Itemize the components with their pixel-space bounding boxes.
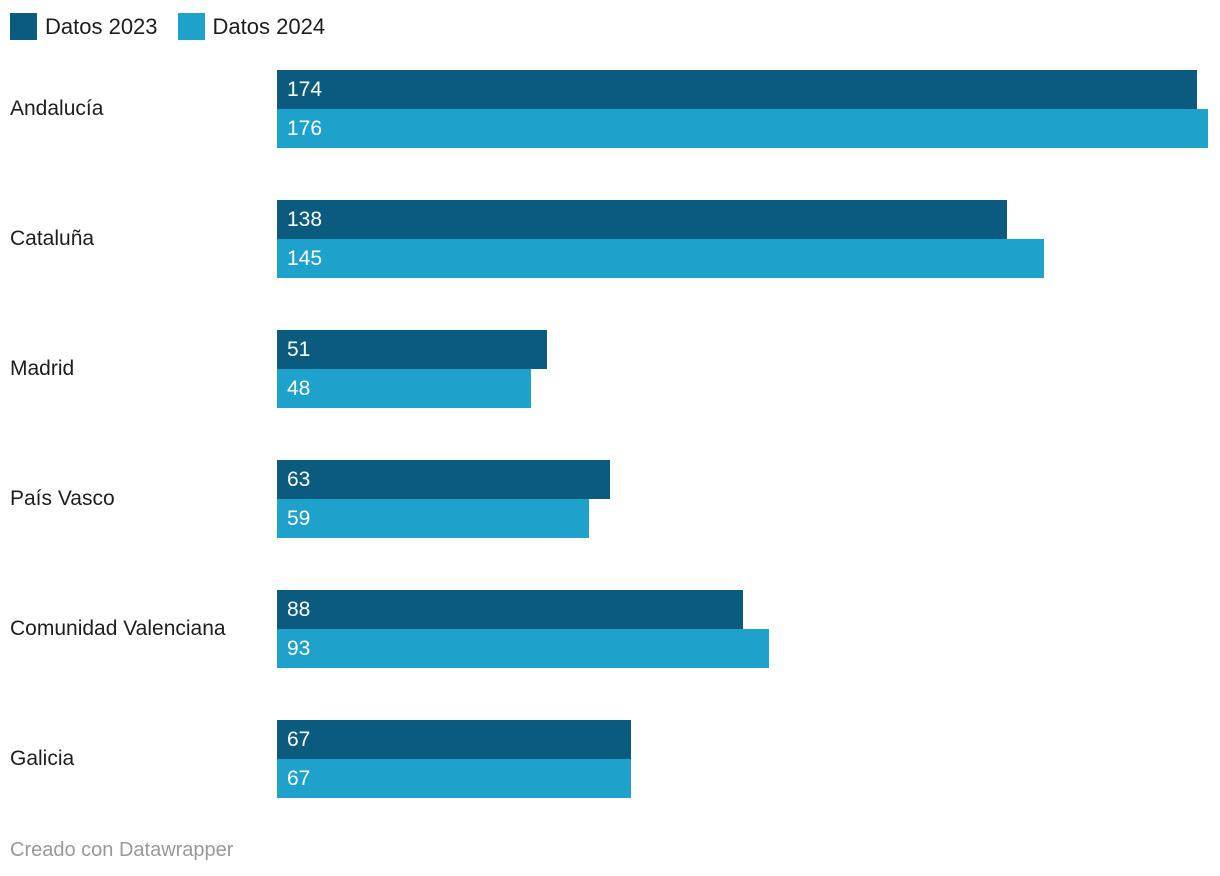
bar-pair: 67 67 (277, 720, 631, 798)
bar-group: Comunidad Valenciana 88 93 (0, 590, 1220, 668)
bar-value-label: 176 (287, 116, 323, 140)
bar-datos-2023: 67 (277, 720, 631, 759)
bar-value-label: 67 (287, 766, 311, 790)
bar-pair: 63 59 (277, 460, 610, 538)
category-label: Cataluña (10, 227, 95, 250)
bar-datos-2024: 176 (277, 109, 1208, 148)
legend-swatch-datos-2023 (10, 13, 37, 40)
legend-label-datos-2023: Datos 2023 (45, 14, 158, 39)
bar-datos-2023: 63 (277, 460, 610, 499)
category-label: Madrid (10, 357, 75, 380)
category-label: Galicia (10, 747, 75, 770)
bar-group: Galicia 67 67 (0, 720, 1220, 798)
bar-datos-2024: 59 (277, 499, 589, 538)
bar-value-label: 48 (287, 376, 311, 400)
legend-swatch-datos-2024 (177, 13, 205, 40)
bar-value-label: 138 (287, 207, 323, 231)
bar-datos-2024: 145 (277, 239, 1044, 278)
bar-value-label: 63 (287, 467, 311, 491)
bar-value-label: 145 (287, 246, 323, 270)
bar-datos-2023: 174 (277, 70, 1197, 109)
bar-value-label: 67 (287, 727, 311, 751)
legend-item-datos-2024: Datos 2024 (177, 13, 326, 40)
bar-group: Cataluña 138 145 (0, 200, 1220, 278)
bar-group: Madrid 51 48 (0, 330, 1220, 408)
legend-item-datos-2023: Datos 2023 (10, 13, 158, 40)
bar-value-label: 51 (287, 337, 311, 361)
bar-pair: 51 48 (277, 330, 547, 408)
bar-pair: 88 93 (277, 590, 769, 668)
bar-datos-2024: 48 (277, 369, 531, 408)
bar-group: País Vasco 63 59 (0, 460, 1220, 538)
bar-value-label: 88 (287, 597, 311, 621)
legend-label-datos-2024: Datos 2024 (212, 14, 326, 39)
category-label: Andalucía (10, 97, 104, 120)
bar-pair: 174 176 (277, 70, 1208, 148)
bar-value-label: 59 (287, 506, 311, 530)
category-label: Comunidad Valenciana (10, 617, 226, 640)
bar-value-label: 174 (287, 77, 323, 101)
legend: Datos 2023 Datos 2024 (10, 13, 325, 40)
bar-datos-2023: 51 (277, 330, 547, 369)
category-label: País Vasco (10, 487, 115, 510)
bar-plot: Andalucía 174 176 Cataluña 138 145 Madrid 51 48 P… (0, 70, 1220, 798)
bar-datos-2023: 138 (277, 200, 1007, 239)
attribution-text: Creado con Datawrapper (10, 839, 234, 861)
bar-pair: 138 145 (277, 200, 1044, 278)
bar-datos-2024: 67 (277, 759, 631, 798)
bar-group: Andalucía 174 176 (0, 70, 1220, 148)
bar-datos-2023: 88 (277, 590, 743, 629)
bar-datos-2024: 93 (277, 629, 769, 668)
bar-value-label: 93 (287, 636, 311, 660)
